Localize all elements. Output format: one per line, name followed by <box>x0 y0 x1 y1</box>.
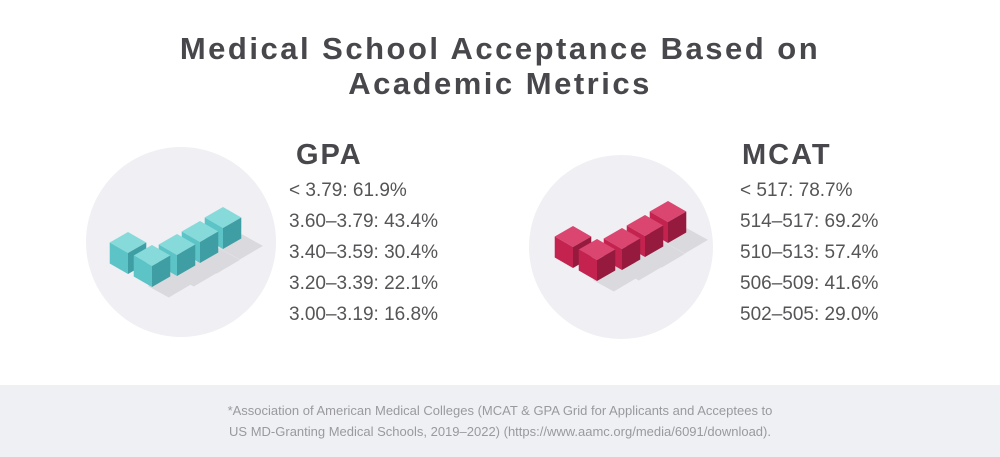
checkmark-cubes-art <box>109 201 708 298</box>
cube-front-face <box>109 242 128 274</box>
page-title-line1: Medical School Acceptance Based on <box>179 31 821 66</box>
cube-shadow <box>195 248 240 274</box>
mcat-list-item: 502–505: 29.0% <box>740 304 879 325</box>
mcat-list-item: < 517: 78.7% <box>740 180 853 201</box>
mcat-list-item: 514–517: 69.2% <box>740 211 879 232</box>
footer-citation-line1: *Association of American Medical College… <box>227 403 773 418</box>
cube-side-face <box>223 217 242 249</box>
page-title-line2: Academic Metrics <box>348 66 652 101</box>
gpa-checkmark-cubes-icon <box>109 207 263 298</box>
cube-shadow <box>617 255 662 281</box>
footer-citation-line2: US MD-Granting Medical Schools, 2019–202… <box>229 424 771 439</box>
cube-top-face <box>181 221 219 242</box>
mcat-list: < 517: 78.7% 514–517: 69.2% 510–513: 57.… <box>740 175 878 330</box>
cube-top-face <box>204 207 242 228</box>
gpa-heading: GPA <box>296 139 363 171</box>
cube-side-face <box>645 225 664 257</box>
cube-top-face <box>158 234 196 255</box>
mcat-checkmark-cubes-icon <box>554 201 708 292</box>
footer-band: *Association of American Medical College… <box>0 385 1000 457</box>
mcat-list-item: 510–513: 57.4% <box>740 242 879 263</box>
cube-side-face <box>177 244 196 276</box>
cube-side-face <box>152 255 171 287</box>
cube-top-face <box>133 245 171 266</box>
gpa-list-item: < 3.79: 61.9% <box>289 180 407 201</box>
mcat-heading: MCAT <box>742 139 832 171</box>
cube-shadow <box>172 261 217 287</box>
cube-shadow <box>218 234 263 260</box>
gpa-list-item: 3.00–3.19: 16.8% <box>289 304 438 325</box>
cube-side-face <box>597 249 616 281</box>
mcat-list-item: 506–509: 41.6% <box>740 273 879 294</box>
gpa-list-item: 3.60–3.79: 43.4% <box>289 211 438 232</box>
cube-front-face <box>133 255 152 287</box>
cube-front-face <box>554 236 573 268</box>
cube-front-face <box>578 249 597 281</box>
gpa-list-item: 3.40–3.59: 30.4% <box>289 242 438 263</box>
cube-side-face <box>668 211 687 243</box>
cube-shadow <box>663 228 708 254</box>
gpa-list: < 3.79: 61.9% 3.60–3.79: 43.4% 3.40–3.59… <box>289 175 438 330</box>
gpa-list-item: 3.20–3.39: 22.1% <box>289 273 438 294</box>
cube-side-face <box>200 231 219 263</box>
cube-side-face <box>622 238 641 270</box>
cube-top-face <box>109 232 147 253</box>
cube-shadow <box>640 242 685 268</box>
